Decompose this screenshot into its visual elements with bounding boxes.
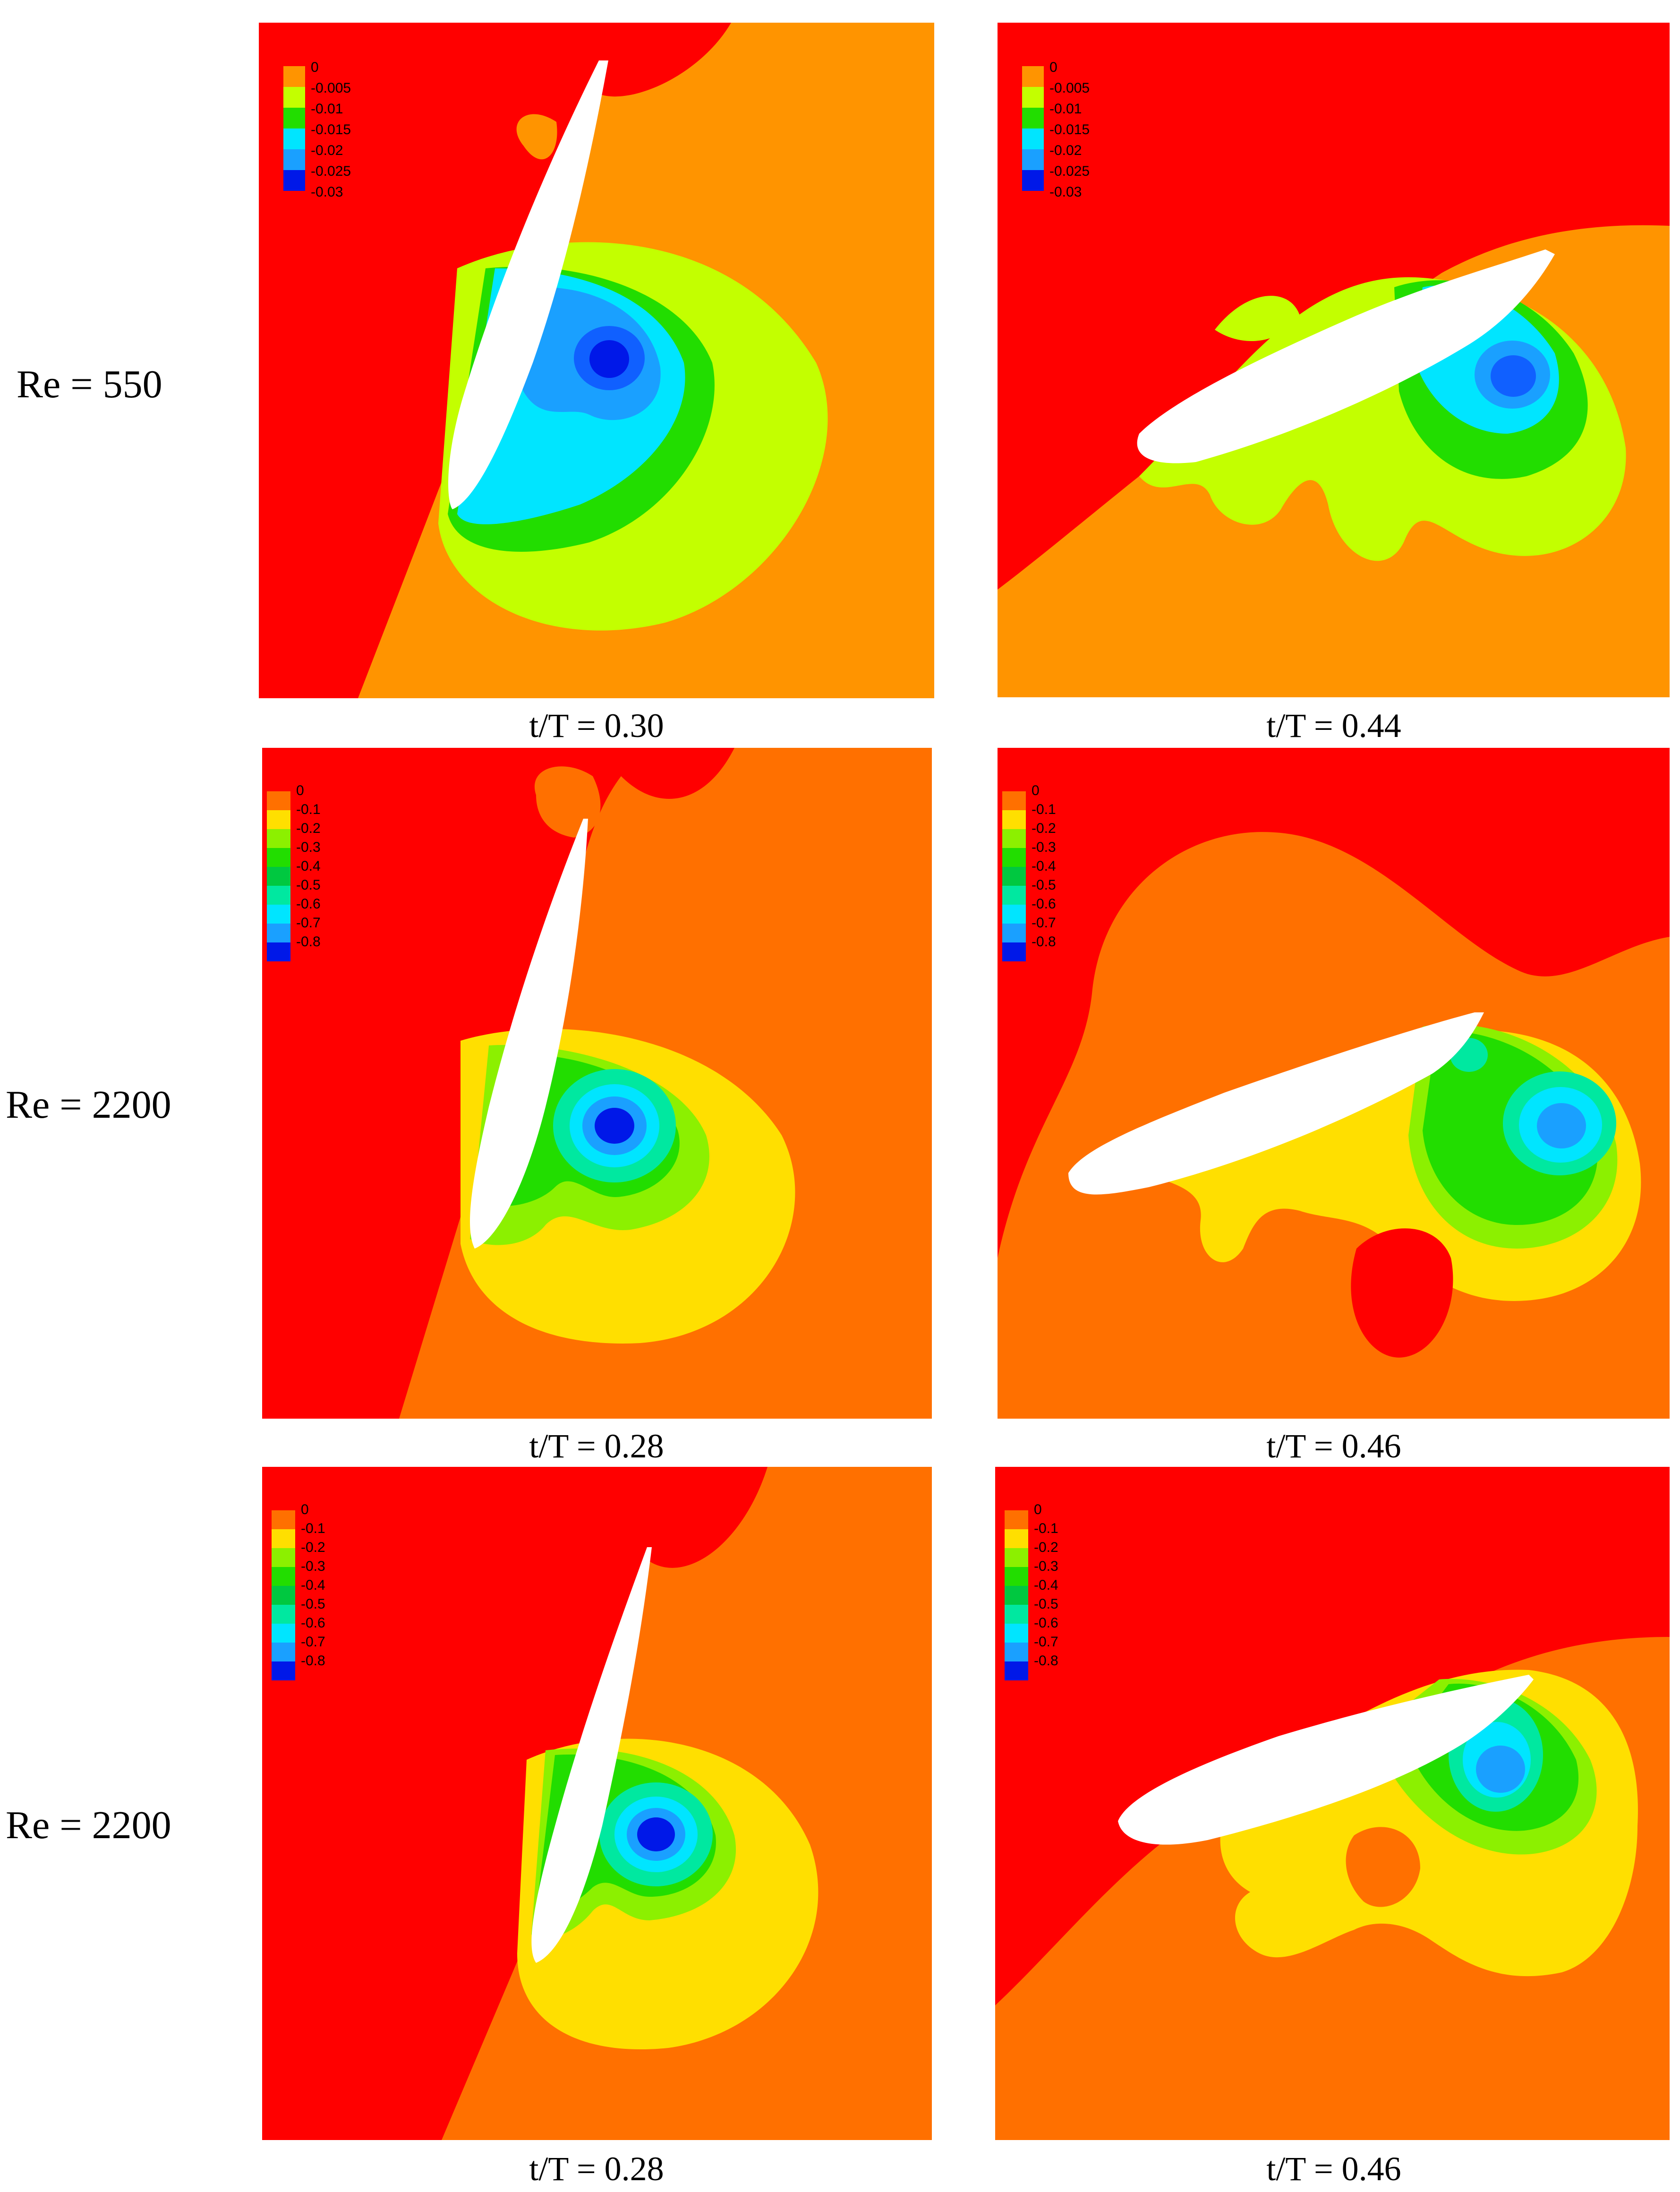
legend: 0 -0.1 -0.2 -0.3 -0.4 -0.5 -0.6 -0.7 -0.… (1005, 1502, 1058, 1680)
legend-label: -0.3 (1032, 839, 1056, 855)
contour-panel-re550-t030: 0 -0.005 -0.01 -0.015 -0.02 -0.025 -0.03 (259, 23, 934, 698)
legend-label: -0.02 (1049, 143, 1082, 158)
legend-label: -0.6 (1032, 896, 1056, 912)
legend-label: -0.7 (1032, 915, 1056, 931)
contour-blob (1215, 296, 1300, 341)
legend: 0 -0.1 -0.2 -0.3 -0.4 -0.5 -0.6 -0.7 -0.… (267, 783, 321, 961)
contour-panel-re550-t044: 0 -0.005 -0.01 -0.015 -0.02 -0.025 -0.03 (998, 23, 1670, 697)
red-pocket (1351, 1228, 1453, 1358)
legend-label: -0.1 (301, 1521, 325, 1536)
airfoil-shape (1068, 1012, 1484, 1195)
row-label-re2200-a: Re = 2200 (6, 1083, 171, 1127)
vortex-core (637, 1817, 675, 1851)
legend-label: 0 (301, 1502, 309, 1517)
row-label-re2200-b: Re = 2200 (6, 1803, 171, 1847)
caption-re550-t030: t/T = 0.30 (529, 707, 664, 745)
contour-panel-re2200-t046-a: 0 -0.1 -0.2 -0.3 -0.4 -0.5 -0.6 -0.7 -0.… (998, 748, 1670, 1419)
caption-re2200-t046-b: t/T = 0.46 (1266, 2150, 1401, 2188)
legend-label: -0.01 (311, 101, 343, 117)
vortex-core (589, 340, 629, 378)
legend-label: -0.03 (1049, 184, 1082, 200)
legend: 0 -0.005 -0.01 -0.015 -0.02 -0.025 -0.03 (283, 60, 351, 200)
legend-label: -0.8 (301, 1653, 325, 1669)
legend-label: -0.01 (1049, 101, 1082, 117)
airfoil-shape (470, 819, 588, 1249)
legend-label: -0.005 (311, 80, 351, 96)
legend-label: -0.2 (296, 821, 321, 836)
airfoil-shape (1137, 249, 1555, 463)
orange-bubble (516, 114, 557, 160)
legend: 0 -0.005 -0.01 -0.015 -0.02 -0.025 -0.03 (1022, 60, 1090, 200)
legend-label: -0.7 (1034, 1634, 1058, 1650)
contour-level-0.7 (1537, 1103, 1586, 1148)
caption-re2200-t028-b: t/T = 0.28 (529, 2150, 664, 2188)
legend-label: -0.015 (1049, 122, 1090, 137)
contour-level-0.7 (1476, 1746, 1525, 1793)
legend-label: -0.025 (311, 163, 351, 179)
legend-label: -0.2 (301, 1540, 325, 1555)
legend-label: -0.2 (1032, 821, 1056, 836)
legend-label: -0.8 (296, 934, 321, 950)
legend-label: -0.7 (296, 915, 321, 931)
legend-label: -0.6 (1034, 1615, 1058, 1631)
legend-label: -0.4 (1034, 1577, 1058, 1593)
legend-label: -0.5 (301, 1596, 325, 1612)
contour-panel-re2200-t028-b: 0 -0.1 -0.2 -0.3 -0.4 -0.5 -0.6 -0.7 -0.… (262, 1467, 932, 2140)
orange-pocket (1346, 1827, 1420, 1907)
legend-label: 0 (1032, 783, 1040, 798)
legend: 0 -0.1 -0.2 -0.3 -0.4 -0.5 -0.6 -0.7 -0.… (1002, 783, 1056, 961)
legend-label: -0.3 (1034, 1558, 1058, 1574)
legend-label: -0.3 (301, 1558, 325, 1574)
legend-label: -0.1 (1034, 1521, 1058, 1536)
legend: 0 -0.1 -0.2 -0.3 -0.4 -0.5 -0.6 -0.7 -0.… (272, 1502, 325, 1680)
caption-re550-t044: t/T = 0.44 (1266, 707, 1401, 745)
vortex-core (595, 1108, 634, 1144)
legend-label: 0 (1034, 1502, 1042, 1517)
legend-label: -0.8 (1032, 934, 1056, 950)
contour-level-0.03 (1491, 355, 1536, 397)
legend-label: -0.1 (296, 802, 321, 817)
legend-label: -0.6 (301, 1615, 325, 1631)
airfoil-shape (448, 60, 608, 509)
red-region (262, 1467, 768, 2140)
airfoil-shape (531, 1547, 652, 1963)
legend-label: 0 (296, 783, 304, 798)
legend-label: -0.5 (1032, 877, 1056, 893)
legend-label: -0.02 (311, 143, 343, 158)
legend-label: -0.015 (311, 122, 351, 137)
caption-re2200-t028-a: t/T = 0.28 (529, 1427, 664, 1465)
legend-label: -0.7 (301, 1634, 325, 1650)
legend-label: -0.5 (1034, 1596, 1058, 1612)
caption-re2200-t046-a: t/T = 0.46 (1266, 1427, 1401, 1465)
airfoil-shape (1118, 1675, 1534, 1845)
legend-label: -0.025 (1049, 163, 1090, 179)
legend-label: -0.4 (1032, 858, 1056, 874)
legend-label: -0.4 (301, 1577, 325, 1593)
contour-panel-re2200-t028-a: 0 -0.1 -0.2 -0.3 -0.4 -0.5 -0.6 -0.7 -0.… (262, 748, 932, 1419)
legend-label: 0 (1049, 60, 1057, 75)
legend-label: 0 (311, 60, 319, 75)
legend-label: -0.3 (296, 839, 321, 855)
contour-panel-re2200-t046-b: 0 -0.1 -0.2 -0.3 -0.4 -0.5 -0.6 -0.7 -0.… (995, 1467, 1670, 2140)
legend-label: -0.5 (296, 877, 321, 893)
legend-label: -0.1 (1032, 802, 1056, 817)
legend-label: -0.2 (1034, 1540, 1058, 1555)
legend-label: -0.03 (311, 184, 343, 200)
row-label-re550: Re = 550 (17, 362, 162, 406)
legend-label: -0.005 (1049, 80, 1090, 96)
red-region (259, 23, 731, 698)
legend-label: -0.4 (296, 858, 321, 874)
legend-label: -0.6 (296, 896, 321, 912)
red-region (998, 748, 1670, 1258)
legend-label: -0.8 (1034, 1653, 1058, 1669)
